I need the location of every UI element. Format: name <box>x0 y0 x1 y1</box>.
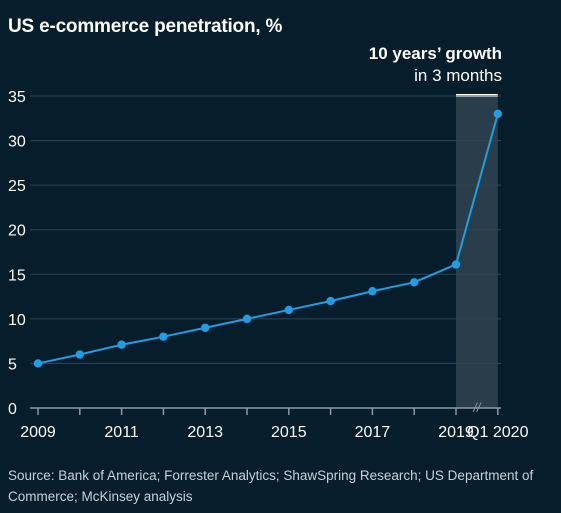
y-tick-label: 25 <box>8 178 26 195</box>
data-point <box>326 296 335 306</box>
y-tick-label: 0 <box>8 401 17 418</box>
x-tick-label: 2019 <box>438 424 474 441</box>
data-point <box>284 305 293 315</box>
data-point <box>368 287 377 296</box>
y-tick-label: 35 <box>8 89 26 106</box>
chart-title: US e-commerce penetration, % <box>8 16 283 37</box>
y-tick-label: 5 <box>8 356 17 373</box>
y-tick-label: 30 <box>8 134 26 151</box>
y-tick-label: 15 <box>8 267 26 284</box>
data-point <box>242 314 252 324</box>
annotation-subline: in 3 months <box>414 66 502 85</box>
data-point <box>451 260 461 269</box>
y-tick-label: 20 <box>8 223 26 240</box>
x-tick-label: 2013 <box>187 424 223 441</box>
data-point <box>33 359 43 368</box>
x-tick-label: 2011 <box>104 424 139 441</box>
y-tick-label: 10 <box>8 312 26 329</box>
x-tick-label: 2015 <box>271 424 307 441</box>
source-note: Source: Bank of America; Forrester Analy… <box>8 468 534 504</box>
series-line <box>37 113 499 365</box>
data-point <box>159 332 168 341</box>
highlight-region <box>456 96 498 408</box>
axis-break-symbol: // <box>472 400 482 415</box>
data-point <box>75 350 85 359</box>
data-point <box>410 278 419 287</box>
x-tick-label: Q1 2020 <box>467 424 528 441</box>
data-point <box>117 340 126 349</box>
x-tick-label: 2017 <box>355 424 391 441</box>
x-tick-label: 2009 <box>20 424 56 441</box>
data-point <box>201 323 210 332</box>
data-point <box>493 109 502 119</box>
annotation-headline: 10 years’ growth <box>368 44 502 63</box>
